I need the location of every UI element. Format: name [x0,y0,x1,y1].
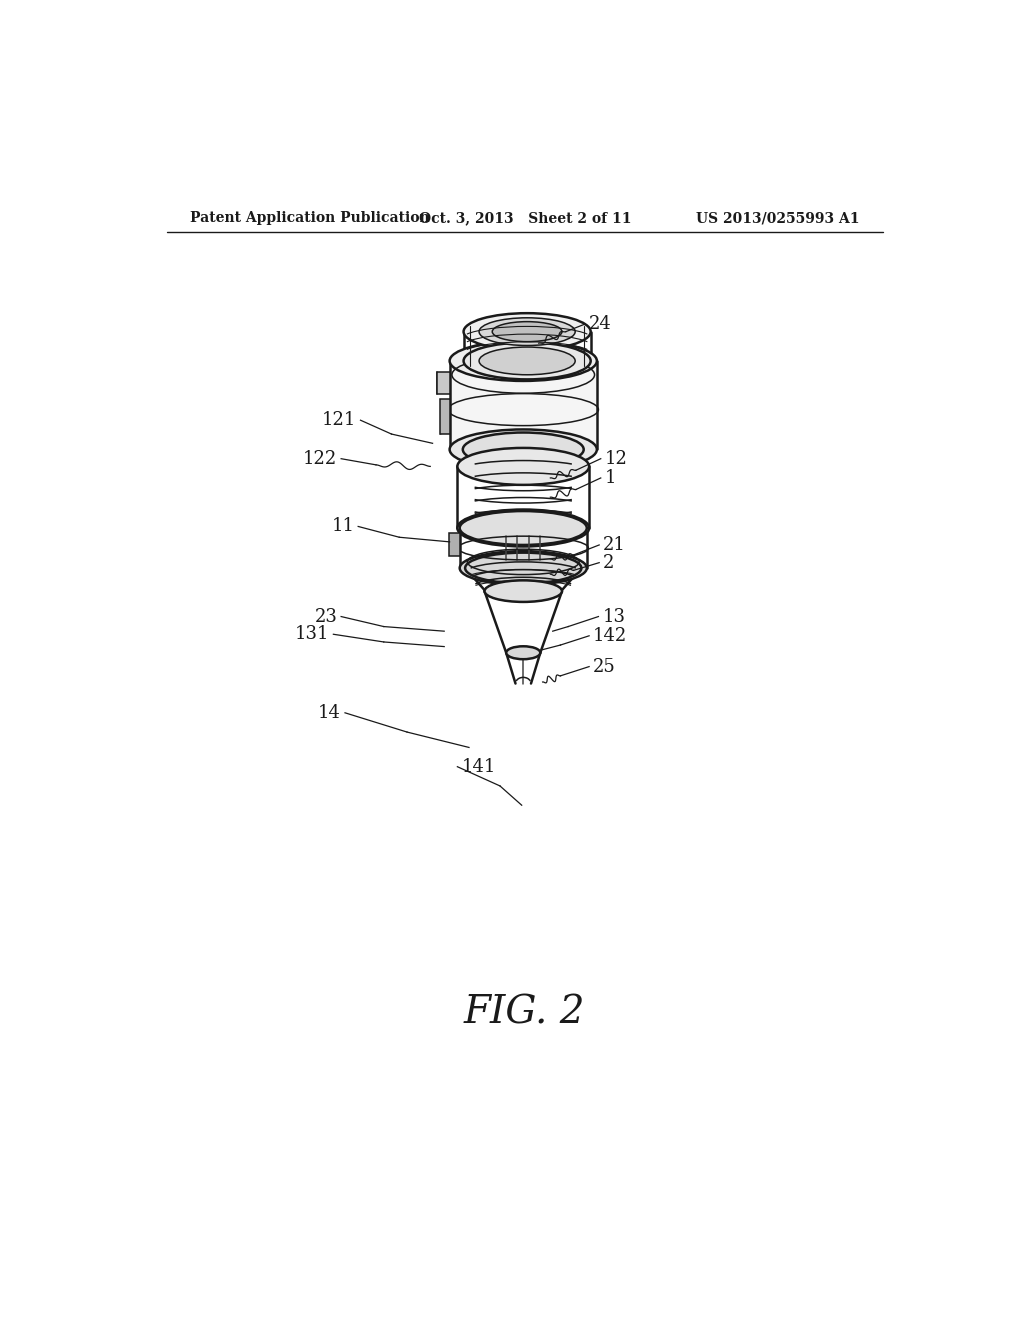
Ellipse shape [506,647,541,659]
Text: 1: 1 [604,469,616,487]
Text: 131: 131 [295,626,330,643]
Ellipse shape [485,581,561,601]
Polygon shape [437,372,450,395]
Text: 141: 141 [461,758,496,776]
Text: US 2013/0255993 A1: US 2013/0255993 A1 [696,211,859,226]
Text: 142: 142 [593,627,628,644]
Text: 24: 24 [589,315,612,333]
Text: 13: 13 [602,607,626,626]
Ellipse shape [450,429,597,470]
Ellipse shape [479,347,575,375]
Text: Oct. 3, 2013   Sheet 2 of 11: Oct. 3, 2013 Sheet 2 of 11 [419,211,631,226]
Ellipse shape [464,313,591,350]
Text: 25: 25 [593,657,615,676]
Text: 122: 122 [303,450,337,467]
Ellipse shape [458,447,589,484]
Text: 2: 2 [603,553,614,572]
Text: 121: 121 [323,412,356,429]
Ellipse shape [484,581,562,602]
Polygon shape [450,360,597,449]
Text: 14: 14 [318,704,341,722]
Polygon shape [449,533,460,556]
Ellipse shape [465,553,582,583]
Ellipse shape [464,342,591,379]
Ellipse shape [463,449,584,483]
Ellipse shape [479,318,575,346]
Ellipse shape [458,510,589,546]
Ellipse shape [450,341,597,381]
Text: 11: 11 [332,517,354,536]
Text: FIG. 2: FIG. 2 [464,994,586,1032]
Ellipse shape [460,511,587,545]
Text: 23: 23 [314,607,337,626]
Text: 12: 12 [604,450,628,467]
Ellipse shape [460,552,587,585]
Polygon shape [440,400,450,434]
Ellipse shape [493,322,562,342]
Ellipse shape [463,433,584,466]
Text: 21: 21 [603,536,626,554]
Text: Patent Application Publication: Patent Application Publication [190,211,430,226]
